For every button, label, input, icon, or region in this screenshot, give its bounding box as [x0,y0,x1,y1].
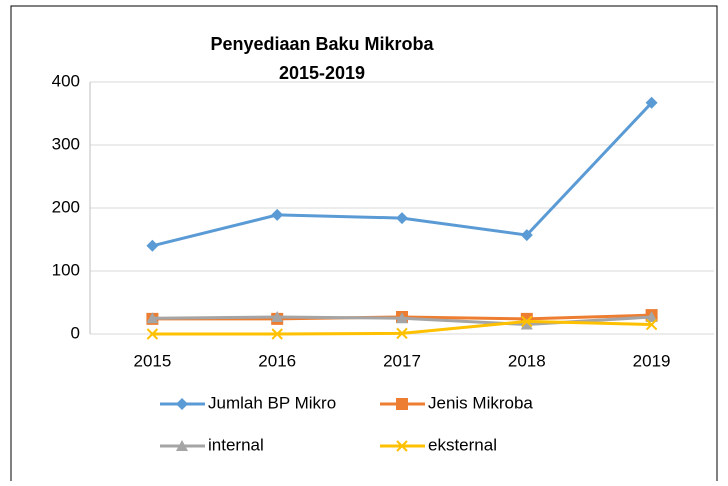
marker [396,312,408,324]
legend-label: Jumlah BP Mikro [208,393,336,412]
legend-label: internal [208,435,264,454]
y-tick-label: 0 [71,323,80,342]
chart-frame [10,5,718,486]
marker [176,398,188,410]
series-line [152,101,653,248]
marker [645,318,658,331]
x-tick-label: 2016 [258,351,296,370]
marker [520,318,533,330]
marker [396,212,408,225]
x-tick-label: 2018 [508,351,546,370]
x-tick-label: 2017 [383,351,421,370]
x-tick-label: 2019 [633,351,671,370]
y-tick-label: 200 [52,197,80,216]
x-tick-label: 2015 [133,351,171,370]
marker [271,310,284,322]
marker [396,327,408,340]
marker [396,440,408,452]
y-tick-label: 400 [52,71,80,90]
marker [645,310,658,322]
y-tick-label: 100 [52,260,80,279]
marker [146,328,159,340]
legend-label: Jenis Mikroba [428,393,533,412]
marker [176,440,188,451]
legend-label: eksternal [428,435,497,454]
y-tick-label: 300 [52,134,80,153]
marker [271,208,284,221]
marker [520,229,533,242]
chart-subtitle: 2015-2019 [279,63,365,83]
marker [521,315,533,328]
marker [271,328,283,340]
marker [645,96,658,109]
chart-title: Penyediaan Baku Mikroba [210,34,434,54]
marker [396,398,408,410]
marker [146,312,159,324]
marker [146,239,159,252]
